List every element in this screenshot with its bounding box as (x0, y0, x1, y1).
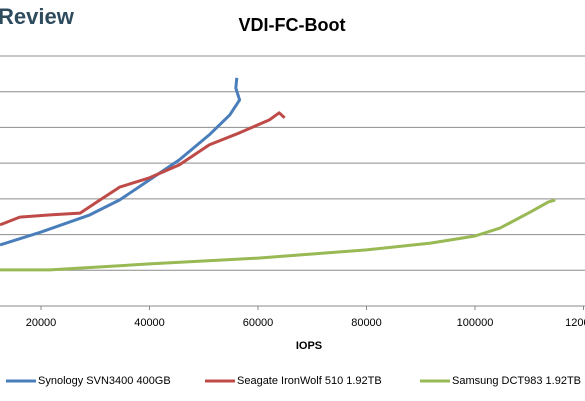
x-tick-label: 20000 (26, 317, 57, 329)
x-tick-label: 60000 (243, 317, 274, 329)
x-axis-title: IOPS (296, 340, 322, 352)
legend-label: Seagate IronWolf 510 1.92TB (237, 375, 382, 387)
series-line (0, 111, 286, 227)
series-line (0, 77, 242, 247)
x-tick-label: 40000 (134, 317, 165, 329)
legend-label: Samsung DCT983 1.92TB (452, 375, 581, 387)
grid: 0123456720000400006000080000100000120000 (0, 55, 585, 329)
x-tick-label: 80000 (351, 317, 382, 329)
logo-text: Review (0, 4, 75, 29)
series-line (0, 198, 556, 272)
legend: Synology SVN3400 400GB Seagate IronWolf 5… (6, 375, 581, 387)
chart-title: VDI-FC-Boot (239, 15, 346, 35)
plot-area (0, 77, 556, 272)
legend-label: Synology SVN3400 400GB (38, 375, 171, 387)
x-tick-label: 100000 (457, 317, 494, 329)
x-tick-label: 120000 (565, 317, 585, 329)
